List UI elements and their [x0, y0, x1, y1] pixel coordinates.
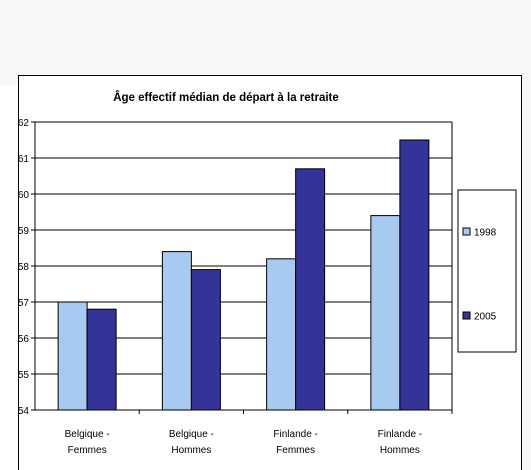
x-tick-labels: Belgique - Femmes Belgique - Hommes Finlande… — [65, 429, 423, 456]
bars — [57, 139, 430, 411]
bar-1998-3 — [266, 258, 297, 411]
bar-1998-4 — [370, 215, 401, 411]
y-tick-label: 60 — [18, 190, 30, 201]
y-tick-label: 55 — [18, 370, 30, 381]
legend: 1998 2005 — [457, 189, 517, 353]
x-tick-label: Belgique - — [169, 429, 214, 440]
x-tick-label: Finlande - — [378, 429, 422, 440]
chart-title: Âge effectif médian de départ à la retra… — [113, 91, 339, 104]
x-tick-label: Hommes — [171, 445, 211, 456]
y-tick-label: 58 — [18, 262, 30, 273]
y-tick-labels: 54 55 56 57 58 59 60 61 62 — [18, 118, 30, 417]
x-tick-label: Femmes — [68, 445, 107, 456]
bar-2005-3 — [295, 168, 326, 411]
x-tick-label: Belgique - — [65, 429, 110, 440]
legend-label-1998: 1998 — [474, 228, 497, 239]
bar-2005-2 — [190, 269, 221, 411]
legend-swatch-2005 — [462, 311, 471, 320]
page-background-top — [0, 0, 531, 85]
bar-2005-4 — [399, 139, 430, 411]
legend-box — [457, 189, 517, 353]
axes — [34, 122, 453, 414]
x-tick-label: Hommes — [380, 445, 420, 456]
y-tick-label: 61 — [18, 154, 30, 165]
x-tick-label: Femmes — [276, 445, 315, 456]
bar-2005-1 — [86, 308, 117, 411]
page-background-right — [522, 0, 531, 470]
x-tick-label: Finlande - — [273, 429, 317, 440]
bar-1998-2 — [161, 251, 192, 411]
y-tick-label: 62 — [18, 118, 30, 129]
y-tick-label: 57 — [18, 298, 30, 309]
y-tick-label: 54 — [18, 406, 30, 417]
bar-1998-1 — [57, 301, 88, 411]
y-tick-label: 56 — [18, 334, 30, 345]
legend-swatch-1998 — [462, 227, 471, 236]
legend-label-2005: 2005 — [474, 312, 497, 323]
y-tick-label: 59 — [18, 226, 30, 237]
